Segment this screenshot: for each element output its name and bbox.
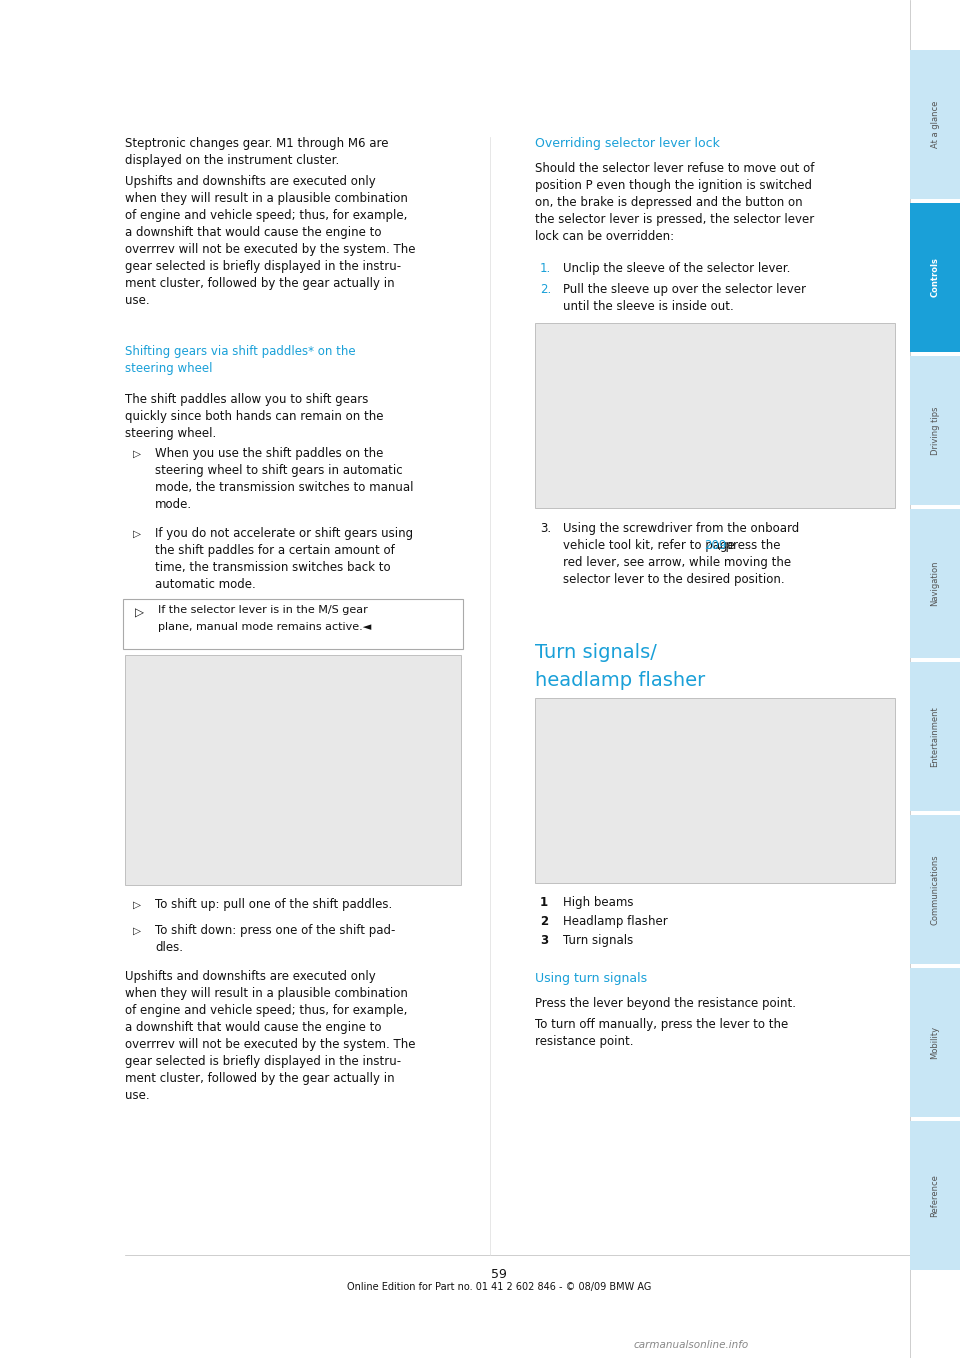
Text: Using the screwdriver from the onboard: Using the screwdriver from the onboard (563, 521, 800, 535)
Text: 59: 59 (492, 1268, 507, 1281)
Text: Mobility: Mobility (930, 1025, 940, 1059)
Text: the shift paddles for a certain amount of: the shift paddles for a certain amount o… (155, 545, 395, 557)
Text: If the selector lever is in the M/S gear: If the selector lever is in the M/S gear (158, 606, 368, 615)
Text: When you use the shift paddles on the: When you use the shift paddles on the (155, 447, 383, 460)
Text: 3.: 3. (540, 521, 551, 535)
Bar (535, 698, 895, 883)
Text: mode, the transmission switches to manual: mode, the transmission switches to manua… (155, 481, 414, 494)
Text: Overriding selector lever lock: Overriding selector lever lock (535, 137, 720, 149)
Text: lock can be overridden:: lock can be overridden: (535, 230, 674, 243)
Text: headlamp flasher: headlamp flasher (535, 671, 706, 690)
Text: Headlamp flasher: Headlamp flasher (563, 915, 668, 928)
Text: 3: 3 (540, 934, 548, 947)
Text: a downshift that would cause the engine to: a downshift that would cause the engine … (125, 225, 381, 239)
Text: dles.: dles. (155, 941, 183, 955)
Text: , press the: , press the (718, 539, 780, 551)
Text: Turn signals/: Turn signals/ (535, 642, 657, 661)
Text: ▷: ▷ (133, 900, 141, 910)
Text: displayed on the instrument cluster.: displayed on the instrument cluster. (125, 153, 339, 167)
Text: mode.: mode. (155, 498, 192, 511)
Text: 1.: 1. (540, 262, 551, 276)
Text: on, the brake is depressed and the button on: on, the brake is depressed and the butto… (535, 196, 803, 209)
Text: Controls: Controls (930, 258, 940, 297)
Bar (910, 50, 960, 200)
Bar (910, 202, 960, 352)
Bar (910, 661, 960, 811)
Text: To turn off manually, press the lever to the: To turn off manually, press the lever to… (535, 1018, 788, 1031)
Text: Using turn signals: Using turn signals (535, 972, 647, 985)
Text: ▷: ▷ (133, 449, 141, 459)
Text: To shift down: press one of the shift pad-: To shift down: press one of the shift pa… (155, 923, 396, 937)
Text: Pull the sleeve up over the selector lever: Pull the sleeve up over the selector lev… (563, 282, 806, 296)
Text: overrrev will not be executed by the system. The: overrrev will not be executed by the sys… (125, 243, 416, 257)
Text: ▷: ▷ (133, 926, 141, 936)
Text: ment cluster, followed by the gear actually in: ment cluster, followed by the gear actua… (125, 277, 395, 291)
Text: of engine and vehicle speed; thus, for example,: of engine and vehicle speed; thus, for e… (125, 1004, 407, 1017)
Text: a downshift that would cause the engine to: a downshift that would cause the engine … (125, 1021, 381, 1033)
Text: automatic mode.: automatic mode. (155, 579, 255, 591)
Text: Online Edition for Part no. 01 41 2 602 846 - © 08/09 BMW AG: Online Edition for Part no. 01 41 2 602 … (347, 1282, 652, 1291)
Text: To shift up: pull one of the shift paddles.: To shift up: pull one of the shift paddl… (155, 898, 393, 911)
Text: steering wheel: steering wheel (125, 363, 212, 375)
Text: Upshifts and downshifts are executed only: Upshifts and downshifts are executed onl… (125, 970, 375, 983)
Text: Should the selector lever refuse to move out of: Should the selector lever refuse to move… (535, 162, 814, 175)
Bar (125, 655, 461, 885)
Text: red lever, see arrow, while moving the: red lever, see arrow, while moving the (563, 555, 791, 569)
Text: ment cluster, followed by the gear actually in: ment cluster, followed by the gear actua… (125, 1071, 395, 1085)
Text: At a glance: At a glance (930, 100, 940, 148)
Text: carmanualsonline.info: carmanualsonline.info (634, 1340, 749, 1350)
Text: Press the lever beyond the resistance point.: Press the lever beyond the resistance po… (535, 997, 796, 1010)
Bar (910, 509, 960, 659)
Text: vehicle tool kit, refer to page: vehicle tool kit, refer to page (563, 539, 738, 551)
Text: quickly since both hands can remain on the: quickly since both hands can remain on t… (125, 410, 383, 422)
Text: overrrev will not be executed by the system. The: overrrev will not be executed by the sys… (125, 1038, 416, 1051)
Bar (535, 323, 895, 508)
Text: 2: 2 (540, 915, 548, 928)
Text: High beams: High beams (563, 896, 634, 909)
Text: use.: use. (125, 1089, 150, 1101)
Text: Turn signals: Turn signals (563, 934, 634, 947)
Bar (910, 815, 960, 964)
Text: of engine and vehicle speed; thus, for example,: of engine and vehicle speed; thus, for e… (125, 209, 407, 221)
Text: steering wheel.: steering wheel. (125, 426, 216, 440)
Text: Shifting gears via shift paddles* on the: Shifting gears via shift paddles* on the (125, 345, 355, 359)
Text: 209: 209 (705, 539, 727, 551)
Text: steering wheel to shift gears in automatic: steering wheel to shift gears in automat… (155, 464, 402, 477)
Bar (910, 1120, 960, 1270)
Text: plane, manual mode remains active.◄: plane, manual mode remains active.◄ (158, 622, 372, 631)
Text: Driving tips: Driving tips (930, 406, 940, 455)
Text: ▷: ▷ (135, 607, 144, 621)
Text: time, the transmission switches back to: time, the transmission switches back to (155, 561, 391, 574)
Bar (910, 968, 960, 1118)
Text: gear selected is briefly displayed in the instru-: gear selected is briefly displayed in th… (125, 259, 401, 273)
Text: The shift paddles allow you to shift gears: The shift paddles allow you to shift gea… (125, 392, 369, 406)
Text: Unclip the sleeve of the selector lever.: Unclip the sleeve of the selector lever. (563, 262, 790, 276)
Text: Reference: Reference (930, 1175, 940, 1217)
Text: Steptronic changes gear. M1 through M6 are: Steptronic changes gear. M1 through M6 a… (125, 137, 389, 149)
Text: Navigation: Navigation (930, 561, 940, 606)
Text: gear selected is briefly displayed in the instru-: gear selected is briefly displayed in th… (125, 1055, 401, 1067)
Text: when they will result in a plausible combination: when they will result in a plausible com… (125, 191, 408, 205)
Text: ▷: ▷ (133, 530, 141, 539)
Text: Communications: Communications (930, 854, 940, 925)
Text: 1: 1 (540, 896, 548, 909)
Bar (910, 356, 960, 505)
Text: If you do not accelerate or shift gears using: If you do not accelerate or shift gears … (155, 527, 413, 540)
Text: Entertainment: Entertainment (930, 706, 940, 767)
Text: when they will result in a plausible combination: when they will result in a plausible com… (125, 987, 408, 999)
FancyBboxPatch shape (123, 599, 463, 649)
Text: resistance point.: resistance point. (535, 1035, 634, 1048)
Text: until the sleeve is inside out.: until the sleeve is inside out. (563, 300, 733, 312)
Text: the selector lever is pressed, the selector lever: the selector lever is pressed, the selec… (535, 213, 814, 225)
Text: 2.: 2. (540, 282, 551, 296)
Text: selector lever to the desired position.: selector lever to the desired position. (563, 573, 784, 587)
Text: Upshifts and downshifts are executed only: Upshifts and downshifts are executed onl… (125, 175, 375, 187)
Text: use.: use. (125, 293, 150, 307)
Text: position P even though the ignition is switched: position P even though the ignition is s… (535, 179, 812, 191)
